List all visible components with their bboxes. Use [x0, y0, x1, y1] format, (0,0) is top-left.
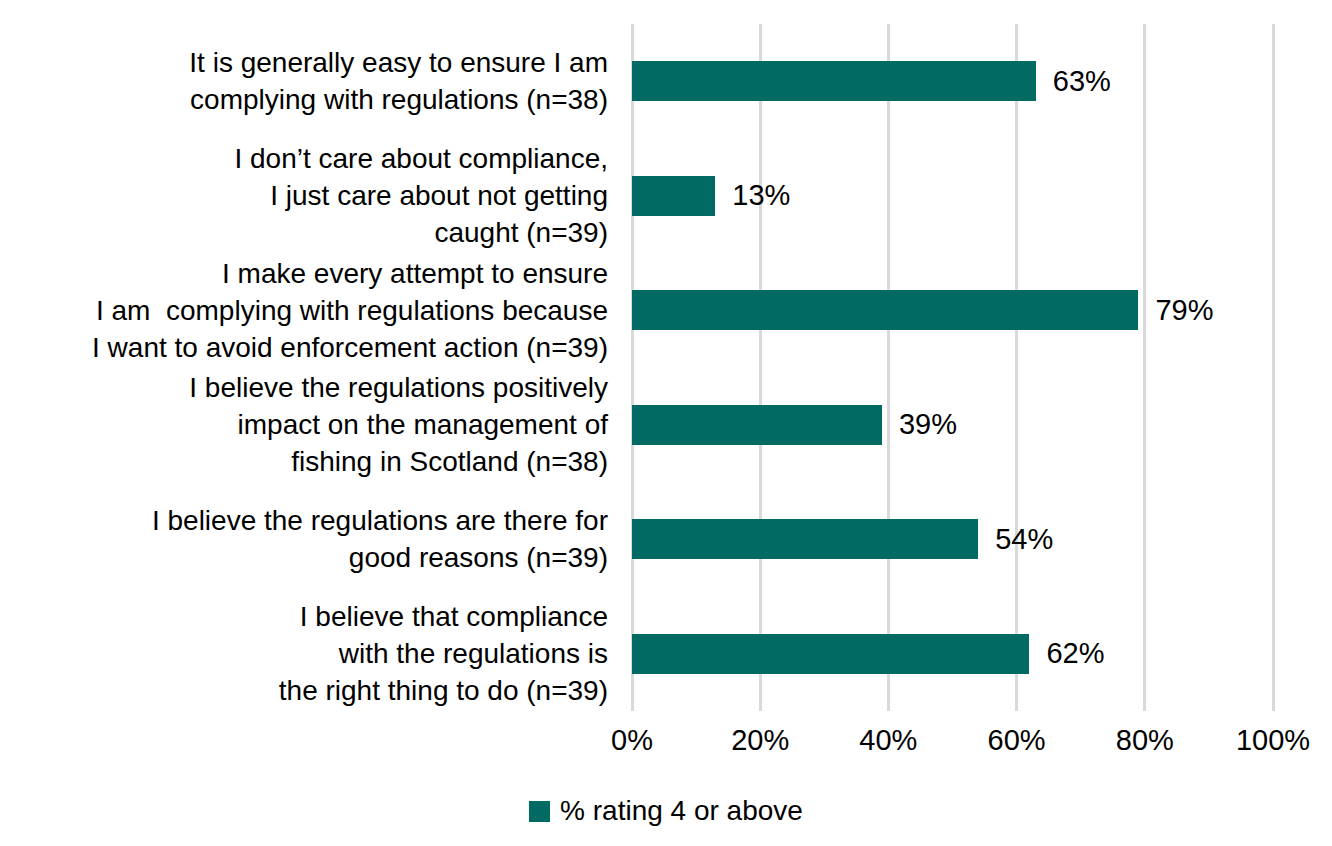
bar: [632, 290, 1138, 330]
bar-chart: It is generally easy to ensure I am comp…: [0, 0, 1332, 846]
category-label: It is generally easy to ensure I am comp…: [0, 24, 608, 139]
gridline: [759, 24, 762, 711]
value-label: 54%: [995, 519, 1053, 559]
category-label: I make every attempt to ensure I am comp…: [0, 253, 608, 368]
x-tick-label: 20%: [731, 724, 789, 757]
category-labels: It is generally easy to ensure I am comp…: [0, 0, 608, 846]
value-label: 13%: [732, 176, 790, 216]
legend: % rating 4 or above: [0, 795, 1332, 827]
legend-label: % rating 4 or above: [560, 795, 803, 827]
bar: [632, 405, 882, 445]
category-label: I don’t care about compliance, I just ca…: [0, 139, 608, 254]
x-tick-label: 60%: [988, 724, 1046, 757]
category-label: I believe that compliance with the regul…: [0, 597, 608, 712]
value-label: 63%: [1053, 61, 1111, 101]
gridline: [1015, 24, 1018, 711]
plot-area: 0%20%40%60%80%100%63%13%79%39%54%62%: [632, 24, 1273, 711]
category-label: I believe the regulations are there for …: [0, 482, 608, 597]
bar: [632, 61, 1036, 101]
bar: [632, 176, 715, 216]
category-label: I believe the regulations positively imp…: [0, 368, 608, 483]
gridline: [887, 24, 890, 711]
bar: [632, 519, 978, 559]
x-tick-label: 80%: [1116, 724, 1174, 757]
x-tick-label: 40%: [859, 724, 917, 757]
value-label: 62%: [1046, 634, 1104, 674]
x-tick-label: 0%: [611, 724, 653, 757]
value-label: 39%: [899, 405, 957, 445]
bar: [632, 634, 1029, 674]
value-label: 79%: [1155, 290, 1213, 330]
gridline: [1143, 24, 1146, 711]
legend-swatch-icon: [529, 801, 550, 822]
x-tick-label: 100%: [1236, 724, 1310, 757]
gridline: [631, 24, 634, 711]
gridline: [1272, 24, 1275, 711]
